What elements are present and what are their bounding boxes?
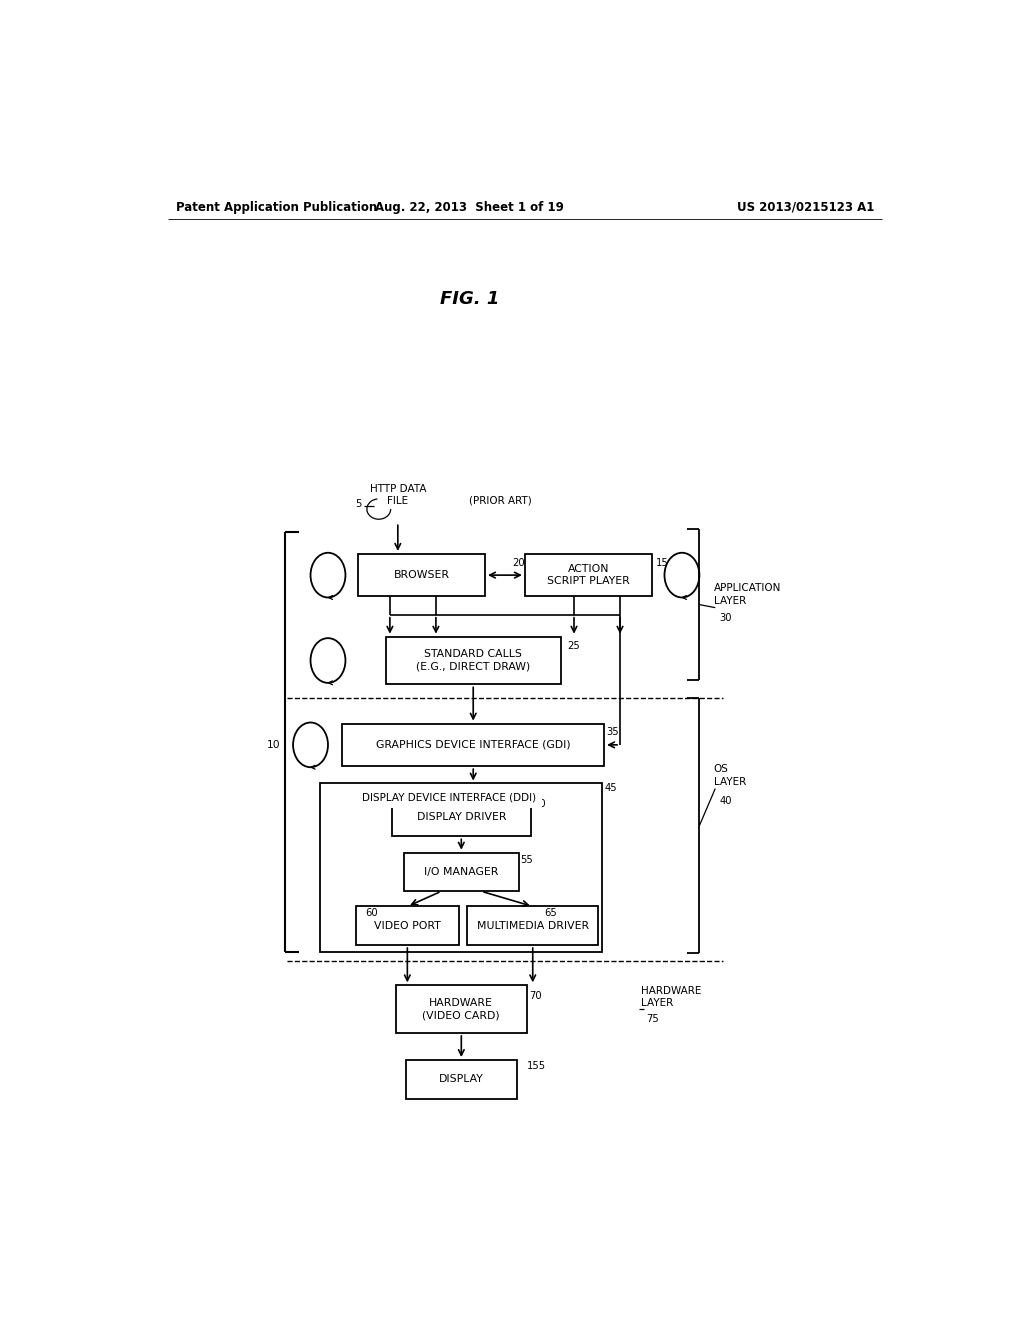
Text: I/O MANAGER: I/O MANAGER — [424, 867, 499, 876]
Bar — [321, 784, 602, 952]
Bar — [406, 1060, 517, 1098]
Text: OS
LAYER: OS LAYER — [714, 764, 745, 787]
Bar — [342, 723, 604, 766]
Text: DISPLAY: DISPLAY — [439, 1074, 483, 1084]
Text: DISPLAY DEVICE INTERFACE (DDI): DISPLAY DEVICE INTERFACE (DDI) — [362, 793, 537, 803]
Text: 55: 55 — [520, 855, 532, 865]
Text: 35: 35 — [606, 726, 620, 737]
Text: GRAPHICS DEVICE INTERFACE (GDI): GRAPHICS DEVICE INTERFACE (GDI) — [376, 741, 570, 750]
Bar — [392, 797, 530, 837]
Text: 30: 30 — [719, 612, 732, 623]
Text: FIG. 1: FIG. 1 — [439, 289, 499, 308]
Text: HARDWARE
(VIDEO CARD): HARDWARE (VIDEO CARD) — [423, 998, 500, 1020]
Text: 45: 45 — [604, 783, 616, 792]
Text: 15: 15 — [655, 558, 669, 568]
Bar — [396, 985, 526, 1034]
Text: 50: 50 — [532, 799, 546, 809]
Text: 20: 20 — [512, 558, 524, 568]
Text: MULTIMEDIA DRIVER: MULTIMEDIA DRIVER — [477, 921, 589, 931]
Text: VIDEO PORT: VIDEO PORT — [374, 921, 440, 931]
Text: (PRIOR ART): (PRIOR ART) — [469, 496, 532, 506]
Text: 65: 65 — [544, 908, 557, 917]
Text: Aug. 22, 2013  Sheet 1 of 19: Aug. 22, 2013 Sheet 1 of 19 — [375, 201, 563, 214]
Text: HARDWARE
LAYER: HARDWARE LAYER — [641, 986, 701, 1008]
Bar — [403, 853, 519, 891]
Text: 25: 25 — [567, 642, 581, 651]
Bar — [355, 907, 459, 945]
Bar — [358, 554, 485, 597]
Bar — [386, 636, 560, 684]
Text: STANDARD CALLS
(E.G., DIRECT DRAW): STANDARD CALLS (E.G., DIRECT DRAW) — [416, 649, 530, 672]
Text: 10: 10 — [266, 741, 280, 750]
Text: 5: 5 — [355, 499, 361, 510]
Text: APPLICATION
LAYER: APPLICATION LAYER — [714, 583, 781, 606]
Text: ACTION
SCRIPT PLAYER: ACTION SCRIPT PLAYER — [547, 564, 630, 586]
Text: 75: 75 — [646, 1014, 659, 1024]
Bar — [467, 907, 598, 945]
Text: DISPLAY DRIVER: DISPLAY DRIVER — [417, 812, 506, 822]
Text: Patent Application Publication: Patent Application Publication — [176, 201, 377, 214]
Text: 40: 40 — [719, 796, 732, 805]
Text: US 2013/0215123 A1: US 2013/0215123 A1 — [736, 201, 873, 214]
Text: HTTP DATA
FILE: HTTP DATA FILE — [370, 484, 426, 506]
Text: 155: 155 — [527, 1061, 547, 1071]
Text: BROWSER: BROWSER — [393, 570, 450, 579]
Bar — [524, 554, 651, 597]
Text: 60: 60 — [366, 908, 378, 917]
Text: 70: 70 — [529, 991, 542, 1001]
